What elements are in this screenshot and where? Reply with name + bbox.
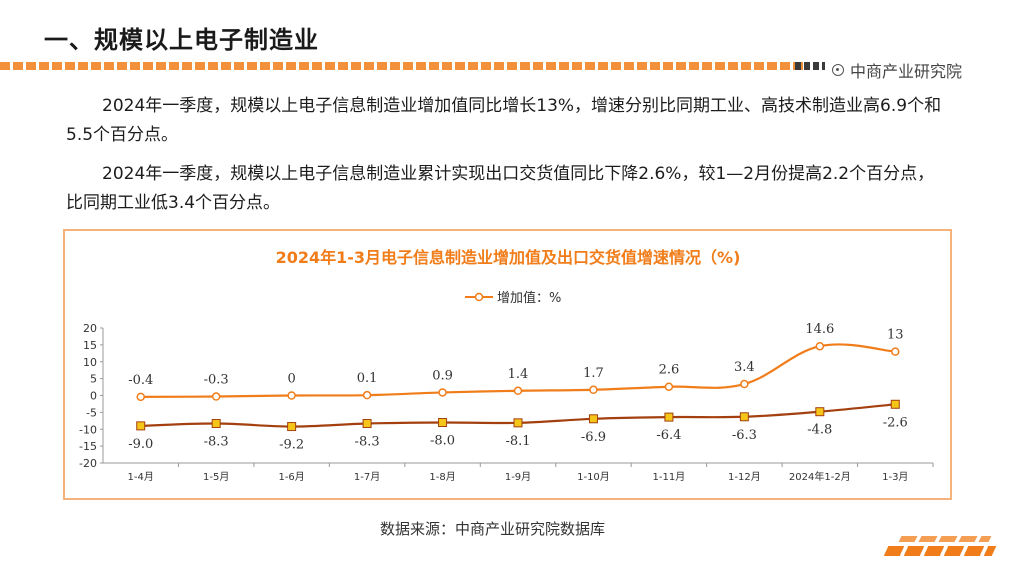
data-point bbox=[815, 341, 825, 351]
paragraph-2: 2024年一季度，规模以上电子信息制造业累计实现出口交货值同比下降2.6%，较1… bbox=[66, 164, 935, 213]
data-label: 0.9 bbox=[432, 368, 453, 383]
legend-marker bbox=[474, 292, 484, 302]
x-tick-label: 1-9月 bbox=[505, 471, 531, 483]
data-point bbox=[513, 386, 523, 396]
data-point bbox=[287, 422, 297, 432]
y-tick-label: 10 bbox=[83, 356, 97, 369]
data-point bbox=[891, 347, 900, 356]
data-point bbox=[664, 382, 674, 391]
header-stripes-dark bbox=[795, 62, 825, 70]
brand-name: 中商产业研究院 bbox=[850, 62, 963, 81]
data-point bbox=[664, 412, 674, 422]
data-point bbox=[513, 418, 523, 428]
data-point bbox=[211, 392, 221, 401]
data-label: 3.4 bbox=[734, 360, 755, 375]
data-label: 1.7 bbox=[583, 366, 604, 381]
data-label: -2.6 bbox=[883, 415, 908, 430]
y-tick-label: 15 bbox=[83, 339, 97, 352]
y-tick-label: -10 bbox=[79, 423, 97, 436]
y-tick-label: -20 bbox=[79, 457, 97, 470]
data-point bbox=[136, 392, 145, 402]
x-tick-label: 2024年1-2月 bbox=[789, 470, 851, 483]
data-point bbox=[890, 399, 900, 409]
header-stripes bbox=[0, 62, 810, 70]
data-point bbox=[438, 418, 448, 427]
data-label: 13 bbox=[887, 328, 904, 343]
x-tick-label: 1-4月 bbox=[128, 471, 154, 483]
x-tick-label: 1-6月 bbox=[278, 471, 304, 483]
x-tick-label: 1-11月 bbox=[653, 471, 686, 483]
data-label: -0.4 bbox=[128, 373, 153, 388]
y-tick-label: 5 bbox=[90, 373, 97, 386]
data-label: 1.4 bbox=[508, 367, 529, 382]
x-tick-label: 1-5月 bbox=[203, 471, 229, 483]
data-point bbox=[211, 419, 221, 429]
data-label: 14.6 bbox=[805, 322, 834, 337]
chart-title: 2024年1-3月电子信息制造业增加值及出口交货值增速情况（%) bbox=[276, 248, 741, 267]
x-tick-label: 1-10月 bbox=[577, 471, 610, 483]
data-point bbox=[815, 407, 825, 417]
page-title: 一、规模以上电子制造业 bbox=[44, 26, 319, 54]
y-tick-label: -5 bbox=[86, 406, 97, 419]
data-source: 数据来源：中商产业研究院数据库 bbox=[380, 520, 606, 538]
y-tick-label: -15 bbox=[79, 440, 97, 453]
brand: 中商产业研究院 bbox=[832, 58, 962, 82]
data-label: -8.1 bbox=[505, 434, 530, 449]
data-point bbox=[287, 391, 296, 400]
data-label: -8.0 bbox=[430, 434, 455, 449]
data-label: -0.3 bbox=[204, 373, 229, 388]
data-point bbox=[362, 390, 372, 400]
data-label: -9.0 bbox=[128, 437, 153, 452]
data-label: -9.2 bbox=[279, 438, 304, 453]
data-label: -6.3 bbox=[732, 428, 757, 443]
x-tick-label: 1-3月 bbox=[882, 471, 908, 483]
data-point bbox=[438, 388, 447, 397]
footer-decor-bar bbox=[883, 546, 997, 556]
data-label: 0 bbox=[287, 372, 295, 387]
data-point bbox=[588, 414, 598, 424]
y-tick-label: 0 bbox=[90, 390, 97, 403]
data-point bbox=[136, 421, 146, 431]
data-label: -6.9 bbox=[581, 430, 606, 445]
data-point bbox=[589, 385, 598, 395]
y-tick-label: 20 bbox=[83, 322, 97, 335]
data-point bbox=[362, 419, 372, 429]
data-label: -8.3 bbox=[355, 435, 380, 450]
data-label: -8.3 bbox=[204, 435, 229, 450]
chart: 2024年1-3月电子信息制造业增加值及出口交货值增速情况（%) 增加值：% 20 1… bbox=[79, 248, 934, 483]
data-label: -4.8 bbox=[807, 423, 832, 438]
x-tick-label: 1-8月 bbox=[429, 471, 455, 483]
header-rule bbox=[0, 62, 1024, 70]
x-tick-label: 1-7月 bbox=[354, 471, 380, 483]
footer-decor bbox=[898, 536, 992, 542]
legend-label: 增加值：% bbox=[497, 290, 561, 306]
data-label: -6.4 bbox=[656, 428, 681, 443]
data-label: 2.6 bbox=[659, 363, 680, 378]
paragraph-1: 2024年一季度，规模以上电子信息制造业增加值同比增长13%，增速分别比同期工业… bbox=[66, 96, 942, 145]
data-label: 0.1 bbox=[357, 371, 378, 386]
chart-box: 2024年1-3月电子信息制造业增加值及出口交货值增速情况（%) 增加值：% 20 1… bbox=[63, 229, 952, 500]
x-tick-label: 1-12月 bbox=[728, 471, 761, 483]
brand-logo-icon bbox=[832, 64, 844, 76]
data-point bbox=[739, 412, 749, 422]
data-point bbox=[740, 379, 749, 389]
